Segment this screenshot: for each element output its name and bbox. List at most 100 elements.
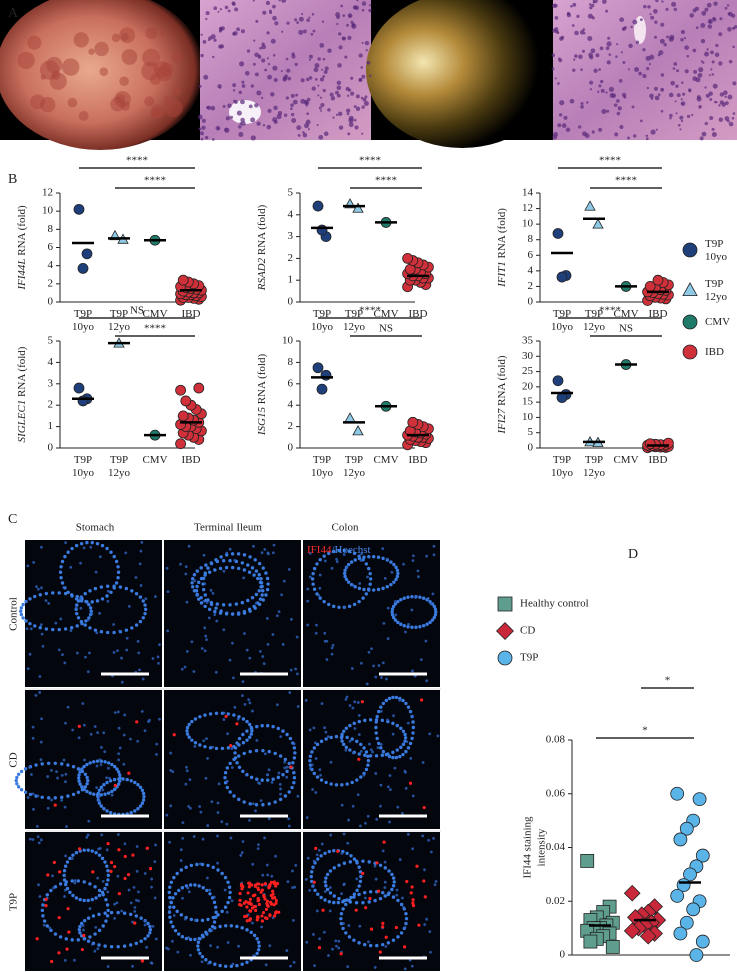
nucleus [148, 924, 152, 929]
marker-circle [312, 200, 324, 212]
nucleus [121, 777, 125, 781]
nucleus [665, 7, 669, 11]
marker-triangle [584, 200, 596, 211]
marker-triangle [592, 218, 604, 229]
nucleus [60, 798, 63, 802]
ifi44-signal [35, 937, 39, 941]
nucleus [271, 724, 275, 729]
nucleus [427, 838, 431, 842]
nucleus [218, 963, 222, 968]
nucleus [46, 761, 51, 765]
nucleus [175, 871, 179, 876]
nucleus [95, 759, 100, 763]
nucleus [89, 609, 93, 613]
nucleus [381, 701, 386, 706]
nucleus [364, 767, 369, 772]
nucleus [311, 13, 315, 16]
ifi44-signal [271, 889, 275, 893]
nucleus [203, 744, 207, 749]
nucleus [351, 583, 355, 587]
marker-circle [177, 410, 189, 422]
nucleus [222, 628, 226, 632]
nucleus [312, 726, 316, 730]
nucleus [670, 80, 675, 86]
x-tick-line: 12yo [343, 467, 366, 479]
nucleus [414, 625, 418, 629]
nucleus [220, 871, 224, 876]
nucleus [71, 765, 76, 769]
nucleus [263, 836, 266, 840]
ifi44-signal [271, 892, 275, 896]
nucleus [368, 8, 372, 13]
micrograph-bg [303, 832, 440, 971]
y-label-gene: ISG15 [256, 407, 268, 437]
nucleus [59, 565, 63, 569]
nucleus [129, 912, 133, 917]
nucleus [278, 797, 283, 802]
nucleus [106, 599, 110, 603]
nucleus [103, 860, 107, 864]
nucleus [189, 917, 194, 922]
nucleus [142, 795, 146, 799]
nucleus [574, 30, 579, 36]
nucleus [344, 698, 348, 701]
nucleus [267, 817, 271, 821]
nucleus [124, 586, 129, 591]
nucleus [334, 939, 338, 943]
nucleus [676, 93, 681, 98]
nucleus [355, 888, 359, 893]
nucleus [216, 834, 219, 838]
nucleus [221, 603, 226, 607]
nucleus [200, 53, 204, 58]
nucleus [650, 129, 656, 135]
nucleus [566, 11, 571, 16]
nucleus [271, 633, 275, 636]
ifi44-signal [415, 864, 419, 868]
nucleus [28, 837, 32, 841]
nucleus [91, 914, 96, 918]
nucleus [113, 916, 116, 920]
nucleus [133, 780, 137, 785]
nucleus [208, 888, 212, 892]
nucleus [252, 954, 256, 958]
nucleus [374, 877, 378, 881]
nucleus [88, 606, 93, 610]
nucleus [168, 915, 172, 919]
ifi44-signal [133, 921, 137, 925]
x-tick-line: T9P [313, 454, 331, 466]
nucleus [200, 33, 203, 36]
nucleus [418, 595, 422, 599]
nucleus [46, 775, 50, 778]
nucleus [587, 35, 593, 42]
nucleus [432, 553, 436, 557]
nucleus [366, 759, 371, 763]
nucleus [223, 776, 227, 780]
nucleus [112, 650, 116, 654]
nucleus [238, 132, 244, 137]
ifi44-signal [238, 898, 242, 903]
nucleus [201, 837, 205, 841]
nucleus [112, 777, 117, 782]
significance-label: **** [599, 305, 621, 317]
nucleus [107, 766, 110, 770]
nucleus [97, 943, 101, 947]
nucleus [704, 51, 709, 57]
nucleus [242, 568, 247, 572]
nucleus [297, 133, 301, 137]
nucleus [337, 111, 343, 117]
nucleus [252, 604, 256, 609]
y-tick-label: 6 [288, 377, 294, 389]
nucleus [181, 821, 185, 824]
nucleus [354, 859, 359, 863]
nucleus [19, 769, 24, 774]
nucleus [185, 732, 190, 736]
nucleus [195, 593, 199, 597]
y-tick-label: 4 [48, 259, 54, 271]
nucleus [622, 61, 626, 64]
nucleus [223, 771, 228, 775]
nucleus [103, 886, 107, 891]
nucleus [404, 786, 408, 790]
nucleus [186, 886, 190, 890]
nucleus [143, 729, 147, 733]
nucleus [577, 125, 582, 129]
